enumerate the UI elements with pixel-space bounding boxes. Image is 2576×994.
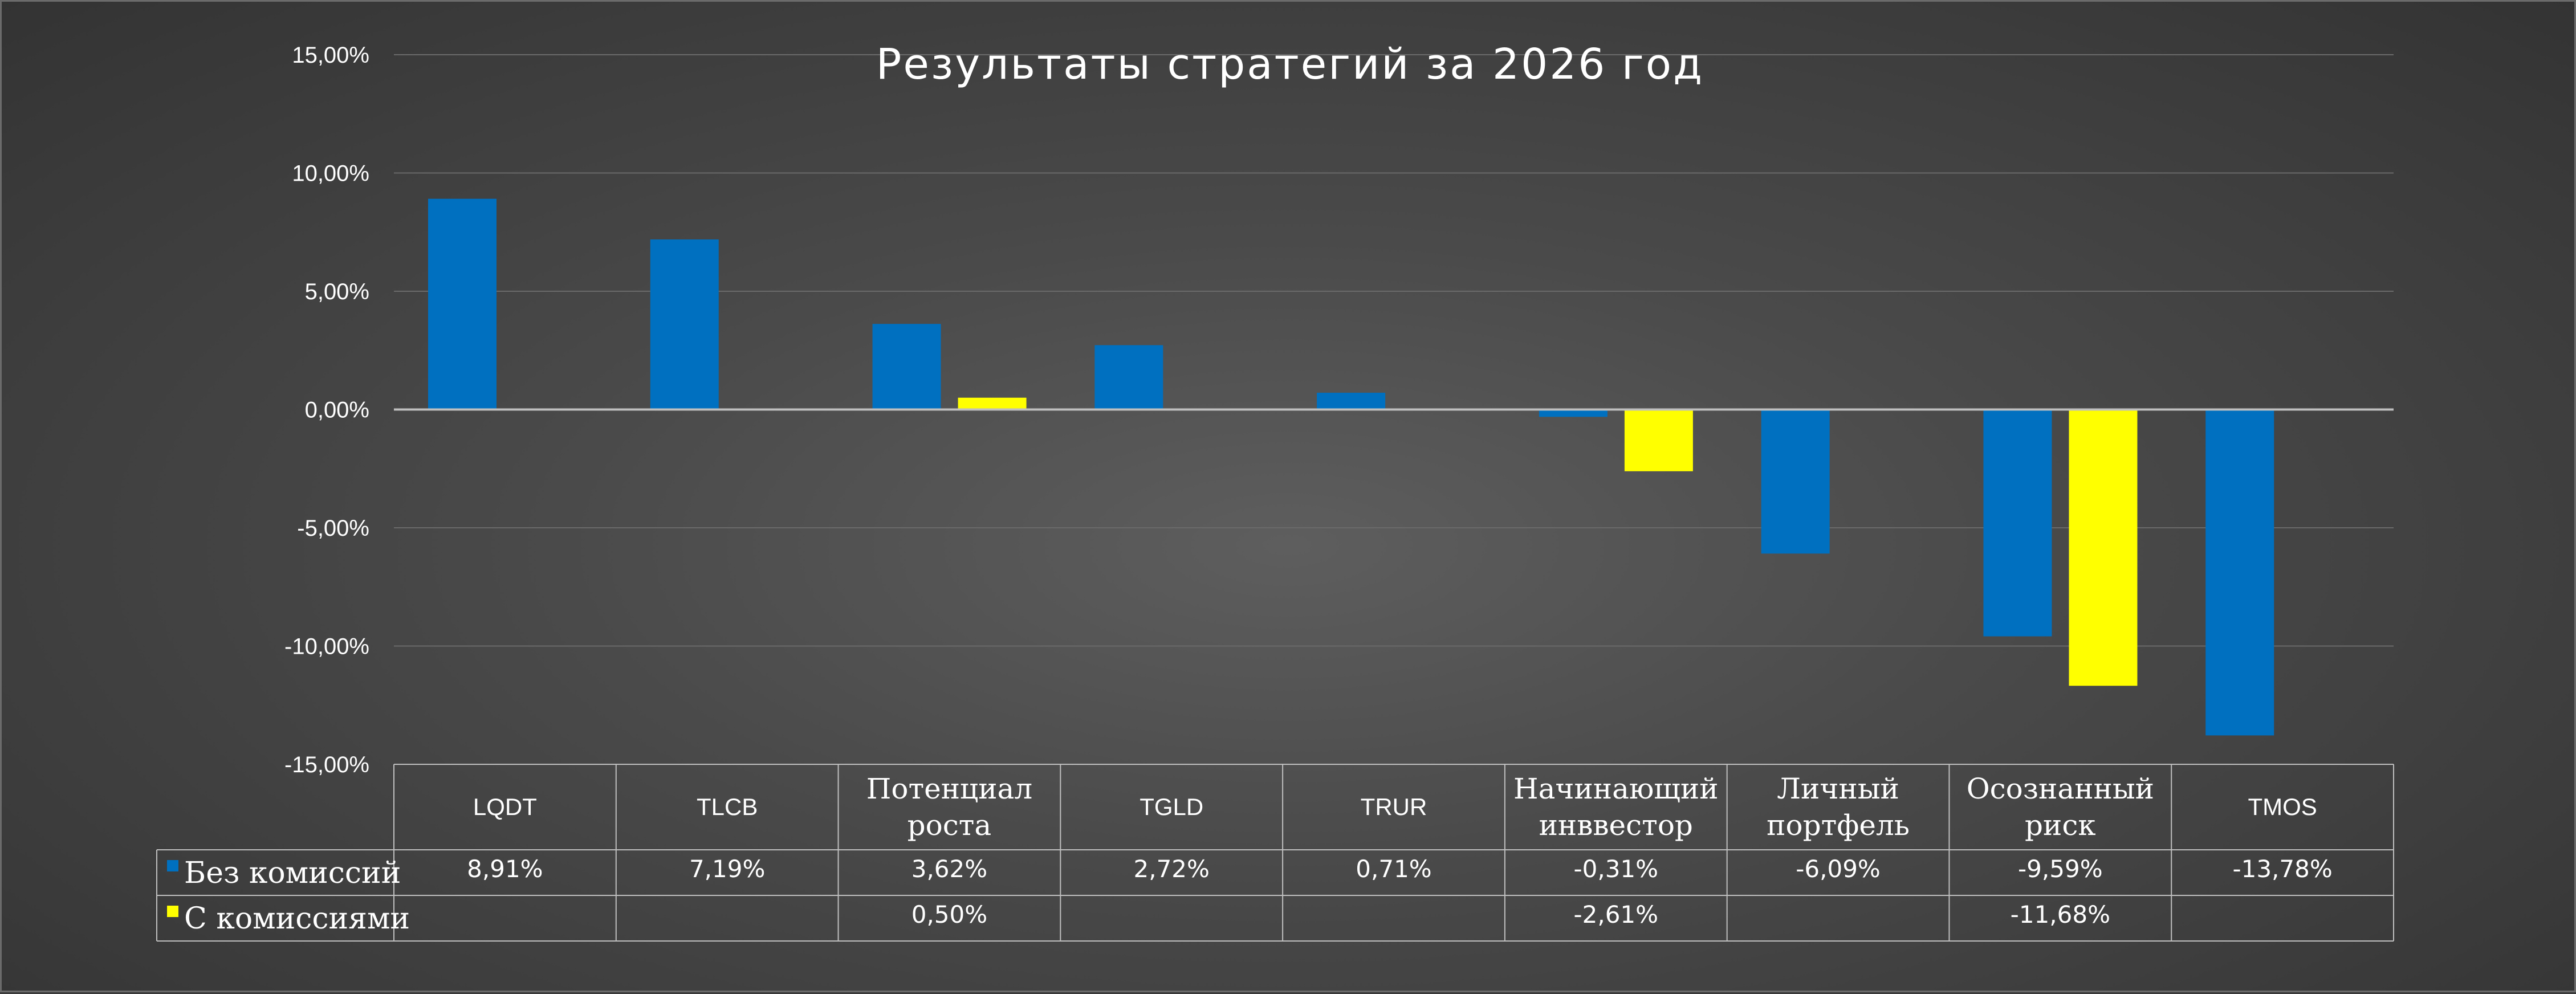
data-label: -9,59% [2018,855,2103,883]
bar-without-fee [2205,409,2274,736]
bar-with-fee [2069,409,2138,686]
data-label: 0,71% [1356,855,1431,883]
bar-without-fee [1539,409,1608,417]
legend-key [167,860,178,871]
bar-without-fee [1761,409,1830,554]
bar-with-fee [1624,409,1693,471]
y-tick-label: 5,00% [305,279,369,304]
bar-without-fee [1094,345,1163,410]
bar-without-fee [428,198,497,410]
legend-key [167,906,178,917]
data-label: 7,19% [689,855,765,883]
y-tick-label: -15,00% [284,752,369,777]
legend-label: Без комиссий [184,856,401,890]
category-label: TRUR [1361,793,1427,820]
y-tick-label: 15,00% [292,43,369,68]
data-label: 8,91% [467,855,543,883]
category-label: риск [2025,809,2096,842]
category-label: LQDT [473,793,537,820]
data-label: 0,50% [911,901,987,928]
data-label: -0,31% [1573,855,1658,883]
category-label: Личный [1777,772,1899,805]
category-label: TLCB [697,793,758,820]
category-label: Осознанный [1967,772,2154,805]
category-label: TGLD [1140,793,1203,820]
y-tick-label: 0,00% [305,398,369,423]
category-label: Потенциал [866,772,1032,805]
data-label: -11,68% [2011,901,2110,928]
legend-label: С комиссиями [184,902,410,936]
data-label: 2,72% [1134,855,1210,883]
bar-with-fee [958,397,1027,410]
bar-without-fee [872,324,941,410]
bar-without-fee [1317,393,1386,410]
data-label: 3,62% [911,855,987,883]
data-label: -2,61% [1573,901,1658,928]
data-label: -6,09% [1796,855,1881,883]
bar-without-fee [650,239,719,410]
y-tick-label: -5,00% [297,516,369,541]
chart-title: Результаты стратегий за 2026 год [876,40,1704,89]
category-label: Начинающий [1513,772,1719,805]
data-label: -13,78% [2232,855,2332,883]
bar-without-fee [1983,409,2052,637]
y-tick-label: -10,00% [284,634,369,659]
category-label: портфель [1767,809,1910,842]
y-tick-label: 10,00% [292,161,369,186]
category-label: роста [907,809,992,842]
category-label: инввестор [1539,809,1693,842]
category-label: TMOS [2248,793,2317,820]
